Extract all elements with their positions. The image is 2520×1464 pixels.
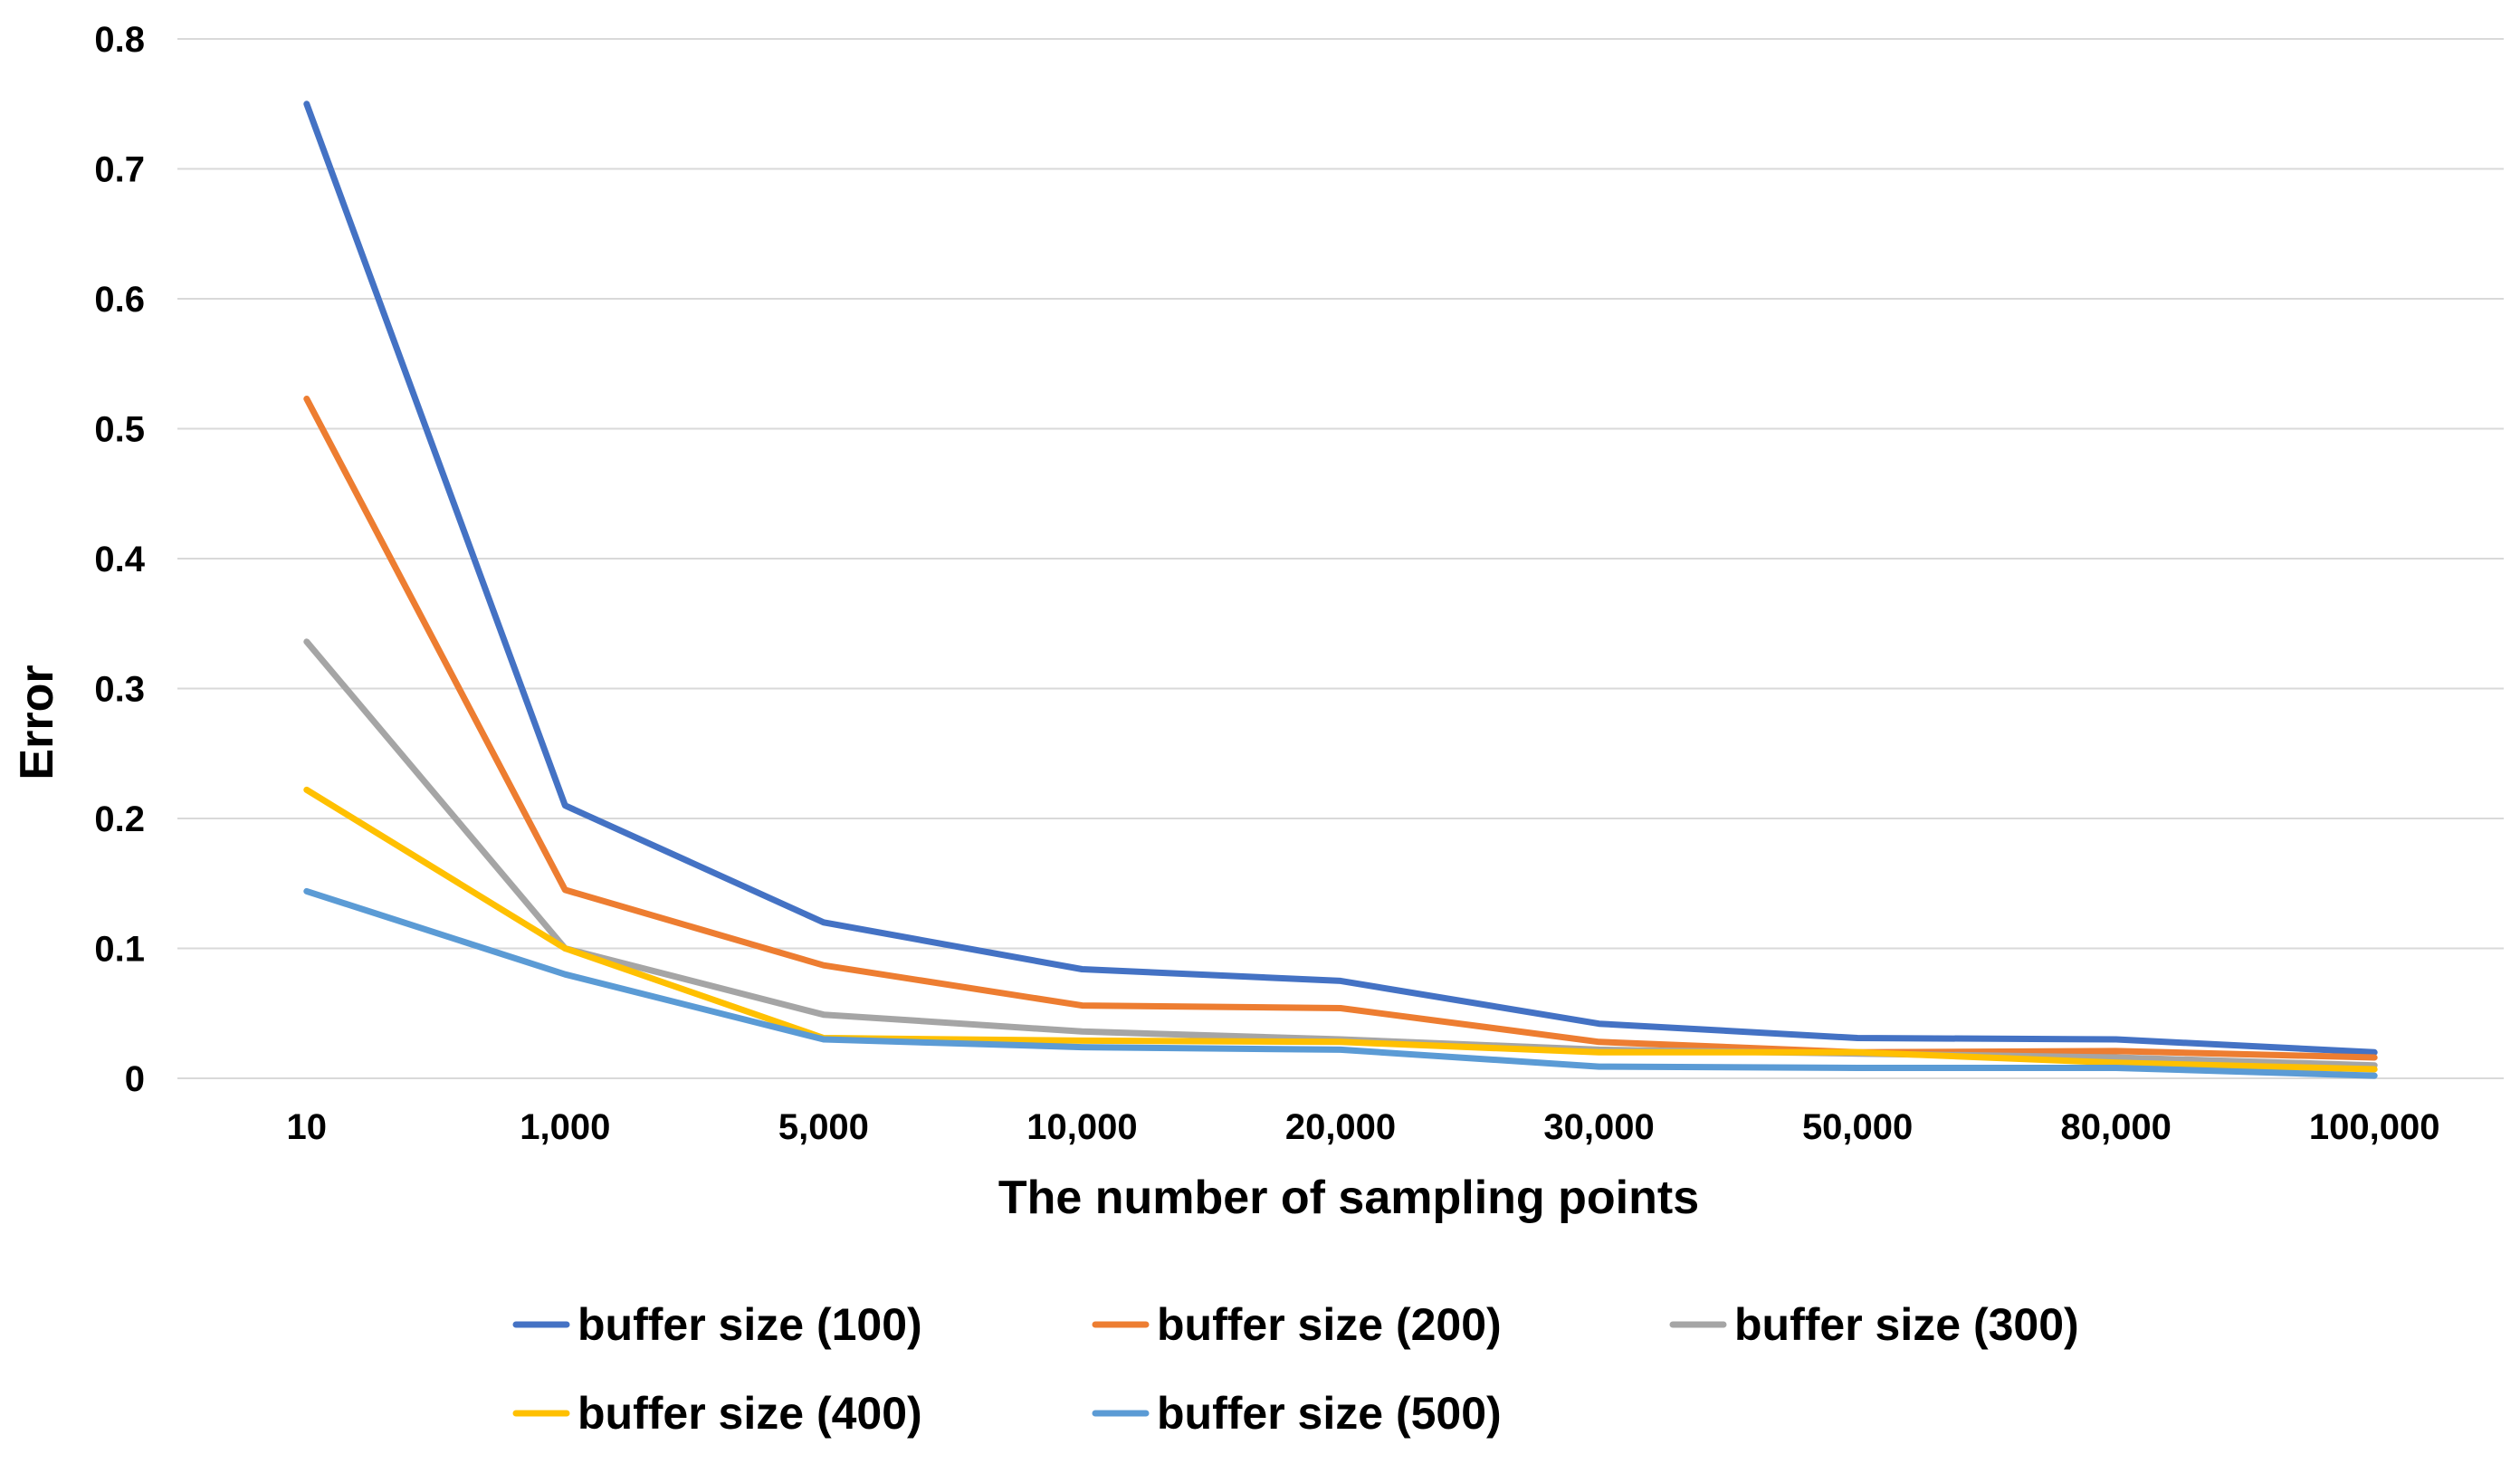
- series-line: [303, 887, 2378, 1079]
- series-line: [303, 786, 2378, 1073]
- legend: buffer size (100) buffer size (200) buffer…: [512, 1299, 2079, 1439]
- y-tick-label: 0: [125, 1059, 145, 1099]
- legend-label: buffer size (300): [1734, 1299, 2079, 1350]
- y-tick-label: 0.7: [94, 150, 145, 190]
- y-tick-label: 0.6: [94, 280, 145, 320]
- y-tick-label: 0.1: [94, 930, 145, 970]
- series-line: [303, 638, 2378, 1069]
- y-axis-ticks: 0 0.1 0.2 0.3 0.4 0.5 0.6 0.7 0.8: [94, 20, 145, 1099]
- y-tick-label: 0.8: [94, 20, 145, 60]
- y-tick-label: 0.4: [94, 540, 145, 579]
- x-tick-label: 1,000: [520, 1107, 610, 1147]
- series-line: [303, 100, 2378, 1056]
- x-tick-label: 50,000: [1802, 1107, 1913, 1147]
- x-axis-ticks: 10 1,000 5,000 10,000 20,000 30,000 50,000 80,0…: [287, 1107, 2440, 1147]
- series-line: [303, 396, 2378, 1061]
- x-tick-label: 100,000: [2309, 1107, 2440, 1147]
- x-tick-label: 10,000: [1026, 1107, 1137, 1147]
- x-tick-label: 80,000: [2060, 1107, 2171, 1147]
- x-tick-label: 10: [287, 1107, 328, 1147]
- x-tick-label: 20,000: [1285, 1107, 1396, 1147]
- legend-label: buffer size (500): [1157, 1388, 1502, 1439]
- y-tick-label: 0.5: [94, 410, 145, 450]
- x-tick-label: 5,000: [778, 1107, 869, 1147]
- x-axis-title: The number of sampling points: [998, 1172, 1699, 1224]
- x-tick-label: 30,000: [1543, 1107, 1654, 1147]
- series-lines: [303, 100, 2378, 1079]
- legend-label: buffer size (200): [1157, 1299, 1502, 1350]
- legend-label: buffer size (100): [578, 1299, 922, 1350]
- legend-label: buffer size (400): [578, 1388, 922, 1439]
- y-tick-label: 0.3: [94, 670, 145, 710]
- y-tick-label: 0.2: [94, 799, 145, 839]
- y-axis-title: Error: [11, 665, 63, 780]
